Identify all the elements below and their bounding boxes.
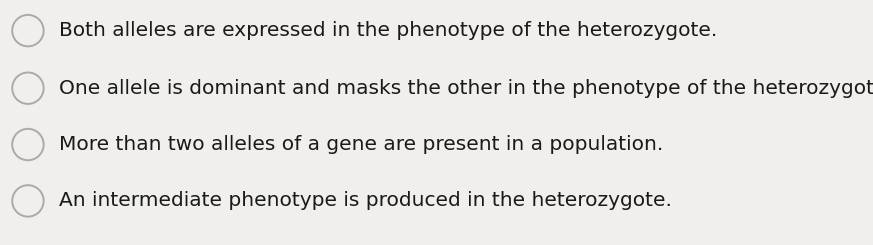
Text: An intermediate phenotype is produced in the heterozygote.: An intermediate phenotype is produced in… <box>59 191 672 210</box>
Text: More than two alleles of a gene are present in a population.: More than two alleles of a gene are pres… <box>59 135 663 154</box>
Text: One allele is dominant and masks the other in the phenotype of the heterozygote.: One allele is dominant and masks the oth… <box>59 79 873 98</box>
Text: Both alleles are expressed in the phenotype of the heterozygote.: Both alleles are expressed in the phenot… <box>59 21 718 40</box>
